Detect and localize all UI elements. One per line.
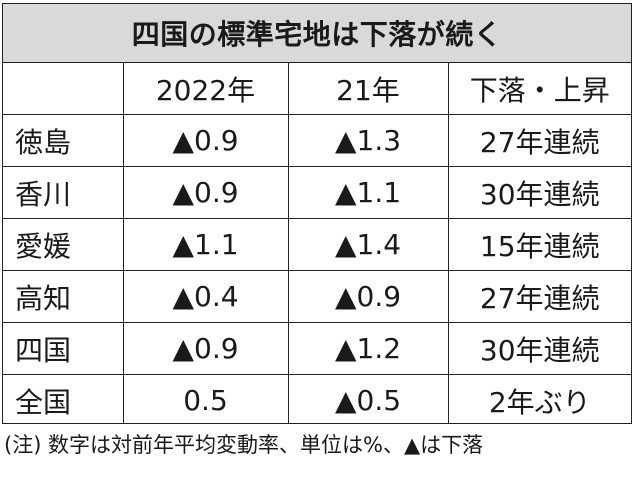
row-2022-value: ▲0.4 — [123, 270, 289, 323]
row-2021-value: ▲1.1 — [288, 166, 449, 219]
table-row: 香川 ▲0.9 ▲1.1 30年連続 — [3, 166, 631, 219]
row-trend: 30年連続 — [448, 166, 631, 219]
row-trend: 27年連続 — [448, 114, 631, 167]
table-row: 愛媛 ▲1.1 ▲1.4 15年連続 — [3, 218, 631, 271]
table-title: 四国の標準宅地は下落が続く — [3, 4, 631, 63]
row-prefecture: 香川 — [3, 166, 124, 219]
table-row: 全国 0.5 ▲0.5 2年ぶり — [3, 374, 631, 423]
row-prefecture: 愛媛 — [3, 218, 124, 271]
header-2022: 2022年 — [123, 63, 289, 115]
row-trend: 2年ぶり — [488, 385, 591, 419]
row-trend: 15年連続 — [448, 218, 631, 271]
row-2021-value: ▲0.5 — [288, 374, 449, 423]
table-row: 徳島 ▲0.9 ▲1.3 27年連続 — [3, 114, 631, 167]
row-prefecture: 四国 — [3, 322, 124, 375]
footnote: (注) 数字は対前年平均変動率、単位は%、▲は下落 — [4, 433, 484, 457]
row-2021-value: ▲1.2 — [288, 322, 449, 375]
table-row: 高知 ▲0.4 ▲0.9 27年連続 — [3, 270, 631, 323]
land-price-table-frame: 四国の標準宅地は下落が続く 2022年 21年 下落・上昇 徳島 ▲0.9 ▲1… — [2, 3, 632, 424]
row-2022-value: 0.5 — [123, 374, 289, 423]
row-trend: 30年連続 — [448, 322, 631, 375]
row-2021-value: ▲1.4 — [288, 218, 449, 271]
row-2022-value: ▲0.9 — [123, 166, 289, 219]
row-2021-value: ▲1.3 — [288, 114, 449, 167]
row-prefecture: 全国 — [3, 374, 124, 423]
header-row: 2022年 21年 下落・上昇 — [3, 63, 631, 115]
header-2021: 21年 — [288, 63, 449, 115]
row-prefecture: 徳島 — [3, 114, 124, 167]
row-2021-value: ▲0.9 — [288, 270, 449, 323]
land-price-table: 2022年 21年 下落・上昇 徳島 ▲0.9 ▲1.3 27年連続 香川 ▲0… — [3, 63, 631, 423]
row-prefecture: 高知 — [3, 270, 124, 323]
table-row: 四国 ▲0.9 ▲1.2 30年連続 — [3, 322, 631, 375]
row-2022-value: ▲0.9 — [123, 322, 289, 375]
header-blank-cell — [3, 63, 124, 115]
row-trend: 27年連続 — [448, 270, 631, 323]
row-2022-value: ▲0.9 — [123, 114, 289, 167]
row-2022-value: ▲1.1 — [123, 218, 289, 271]
header-trend: 下落・上昇 — [448, 63, 631, 115]
